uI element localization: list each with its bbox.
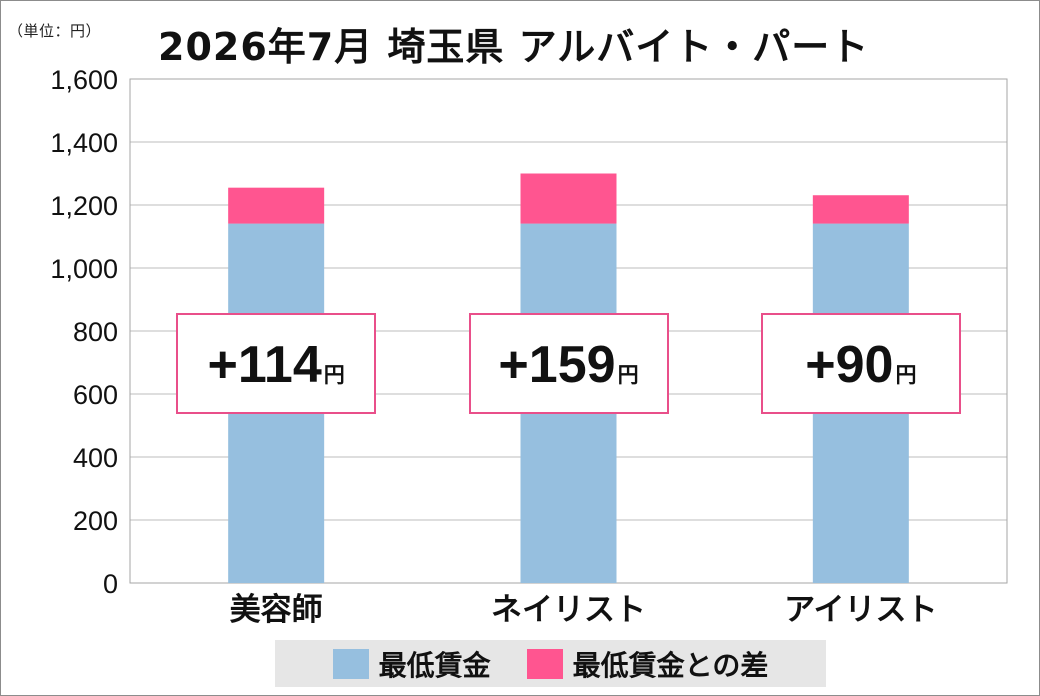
difference-annotation-box: +90 円 [760,313,961,414]
y-tick-label: 1,200 [50,191,118,221]
difference-annotation-box: +114 円 [176,313,377,414]
legend-swatch-minimum-wage [332,648,369,679]
legend-item-difference: 最低賃金との差 [526,644,769,684]
bar-difference [520,173,617,224]
y-tick-label: 0 [103,569,118,599]
chart-title: 2026年7月 埼玉県 アルバイト・パート [158,25,870,69]
difference-unit: 円 [323,363,345,387]
difference-unit: 円 [617,363,639,387]
y-tick-label: 1,000 [50,254,118,284]
difference-value: +90 [805,336,894,394]
x-category-label: アイリスト [784,592,937,628]
y-tick-label: 800 [73,317,118,347]
bar-difference [812,195,909,224]
difference-value: +114 [207,336,322,394]
y-tick-label: 1,400 [50,128,118,158]
x-category-label: 美容師 [230,592,323,628]
legend-label-minimum-wage: 最低賃金 [378,648,491,682]
x-category-label: ネイリスト [491,592,646,628]
legend: 最低賃金 最低賃金との差 [275,640,826,687]
y-tick-label: 200 [73,506,118,536]
y-tick-label: 400 [73,443,118,473]
y-tick-label: 1,600 [50,65,118,95]
y-tick-label: 600 [73,380,118,410]
legend-item-minimum-wage: 最低賃金 [332,644,491,684]
legend-label-difference: 最低賃金との差 [572,648,769,682]
legend-swatch-difference [526,648,563,679]
unit-label: （単位：円） [8,22,102,40]
difference-unit: 円 [895,363,917,387]
difference-annotation-box: +159 円 [468,313,669,414]
bar-difference [228,187,325,224]
difference-value: +159 [498,336,616,394]
